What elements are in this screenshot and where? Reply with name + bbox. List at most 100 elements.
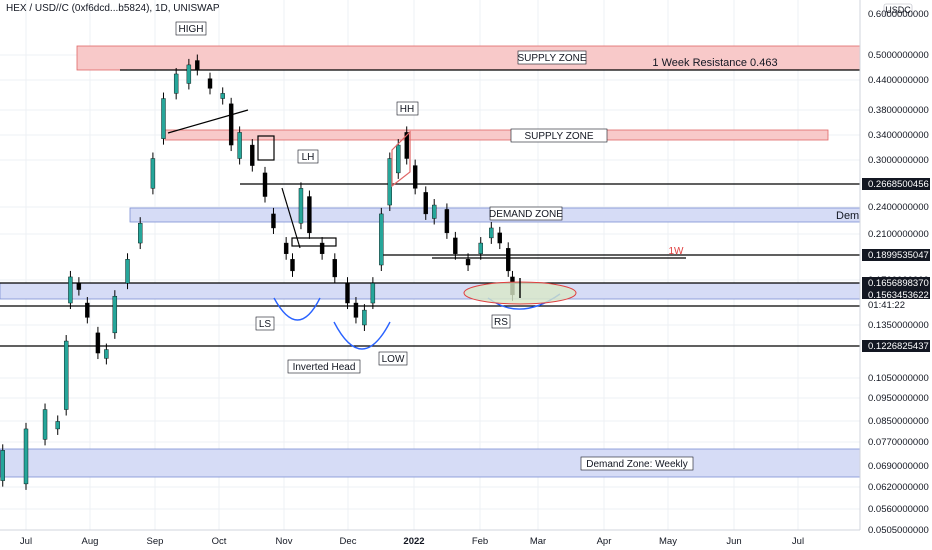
demand-zone-lower	[0, 282, 861, 300]
price-tick-label: 0.0950000000	[868, 393, 929, 404]
time-tick-label: May	[659, 536, 677, 547]
label-high: HIGH	[179, 24, 204, 35]
price-tick-label: 0.6000000000	[868, 9, 929, 20]
label-low: LOW	[382, 354, 405, 365]
price-tick-label: 0.2400000000	[868, 202, 929, 213]
candle	[489, 221, 494, 244]
candle	[396, 139, 401, 179]
candle	[207, 72, 213, 95]
time-tick-label: Jun	[726, 536, 741, 547]
candle	[220, 87, 225, 105]
candle	[283, 237, 289, 260]
candle	[68, 270, 73, 310]
price-tag: 0.1563453622	[862, 289, 930, 301]
candle	[85, 297, 90, 324]
price-tick-label: 0.0620000000	[868, 482, 929, 493]
candle	[228, 97, 234, 152]
levels	[0, 69, 860, 347]
price-tag: 0.1656898370	[862, 277, 930, 289]
price-tag: 0.1226825437	[862, 340, 930, 352]
label-week-resistance: 1 Week Resistance 0.463	[652, 57, 777, 69]
svg-text:0.1563453622: 0.1563453622	[868, 290, 929, 301]
candle	[465, 253, 471, 272]
candle	[63, 335, 69, 416]
price-tick-label: 0.2100000000	[868, 229, 929, 240]
candles	[0, 54, 515, 490]
zones	[0, 45, 861, 478]
candle	[125, 253, 130, 290]
candle	[423, 186, 428, 220]
candle	[290, 253, 295, 277]
candle	[271, 207, 276, 234]
price-tick-label: 0.1050000000	[868, 373, 929, 384]
chart-title: HEX / USD//C (0xf6dcd...b5824), 1D, UNIS…	[6, 3, 220, 14]
time-axis: Jul Aug Sep Oct Nov Dec 2022 Feb Mar Apr May Jun Jul	[0, 529, 860, 550]
candle	[404, 126, 409, 165]
label-supply-zone-top: SUPPLY ZONE	[517, 53, 586, 64]
candle	[332, 253, 337, 283]
candle	[104, 343, 109, 365]
candle	[195, 54, 200, 76]
candle	[497, 226, 502, 250]
time-tick-label: Dec	[340, 536, 357, 547]
svg-text:0.1226825437: 0.1226825437	[868, 341, 929, 352]
price-axis: USDC 0.6000000000 0.5000000000 0.440000000…	[859, 0, 932, 550]
candle	[478, 237, 483, 260]
time-tick-label: Mar	[530, 536, 546, 547]
price-tag: 0.1899535047	[862, 249, 930, 261]
candle	[23, 422, 29, 490]
price-tick-label: 0.0770000000	[868, 437, 929, 448]
candle	[345, 277, 350, 310]
time-tick-label: Feb	[472, 536, 488, 547]
price-tick-label: 0.3800000000	[868, 105, 929, 116]
svg-text:0.1899535047: 0.1899535047	[868, 250, 929, 261]
price-tick-label: 0.0690000000	[868, 461, 929, 472]
label-inverted-head: Inverted Head	[293, 362, 356, 373]
candle	[138, 217, 143, 250]
price-tag: 0.2668500456	[862, 178, 930, 190]
svg-text:0.2668500456: 0.2668500456	[868, 179, 929, 190]
label-ls: LS	[259, 319, 272, 330]
label-lh: LH	[302, 152, 315, 163]
candle	[76, 277, 82, 296]
annotation-labels: HIGH HH LH LS LOW Inverted Head RS SUPPL…	[175, 21, 878, 471]
candle	[95, 326, 101, 360]
candle	[298, 182, 304, 230]
candle	[387, 152, 392, 212]
time-tick-label: Nov	[276, 536, 293, 547]
label-rs: RS	[494, 317, 508, 328]
candle	[444, 203, 450, 239]
currency-label: USDC	[885, 5, 911, 15]
trend-drawings	[167, 109, 411, 249]
price-tick-label: 0.1350000000	[868, 320, 929, 331]
candle	[112, 290, 118, 339]
candle	[42, 403, 48, 446]
demand-zone-weekly	[0, 448, 861, 478]
candle	[186, 58, 192, 90]
head-arc	[333, 321, 391, 350]
time-tick-label: Aug	[82, 536, 99, 547]
time-tick-label: 2022	[403, 536, 424, 547]
candle	[307, 190, 312, 239]
time-tick-label: Apr	[597, 536, 612, 547]
candle	[506, 242, 511, 277]
candle	[319, 237, 325, 260]
candle	[237, 126, 242, 165]
candle	[262, 166, 268, 203]
price-tick-label: 0.0505000000	[868, 525, 929, 536]
label-hh: HH	[400, 104, 414, 115]
svg-text:01:41:22: 01:41:22	[868, 300, 905, 311]
ls-arc	[273, 297, 321, 321]
candle	[161, 92, 166, 145]
candle	[55, 415, 60, 435]
candle	[370, 277, 376, 310]
candle	[432, 199, 437, 225]
time-tick-label: Oct	[212, 536, 227, 547]
label-1w: 1W	[669, 246, 685, 257]
price-tick-label: 0.0850000000	[868, 416, 929, 427]
candle	[150, 152, 156, 195]
candle	[453, 231, 458, 260]
time-tick-label: Jul	[20, 536, 32, 547]
label-demand-weekly: Demand Zone: Weekly	[586, 459, 688, 470]
